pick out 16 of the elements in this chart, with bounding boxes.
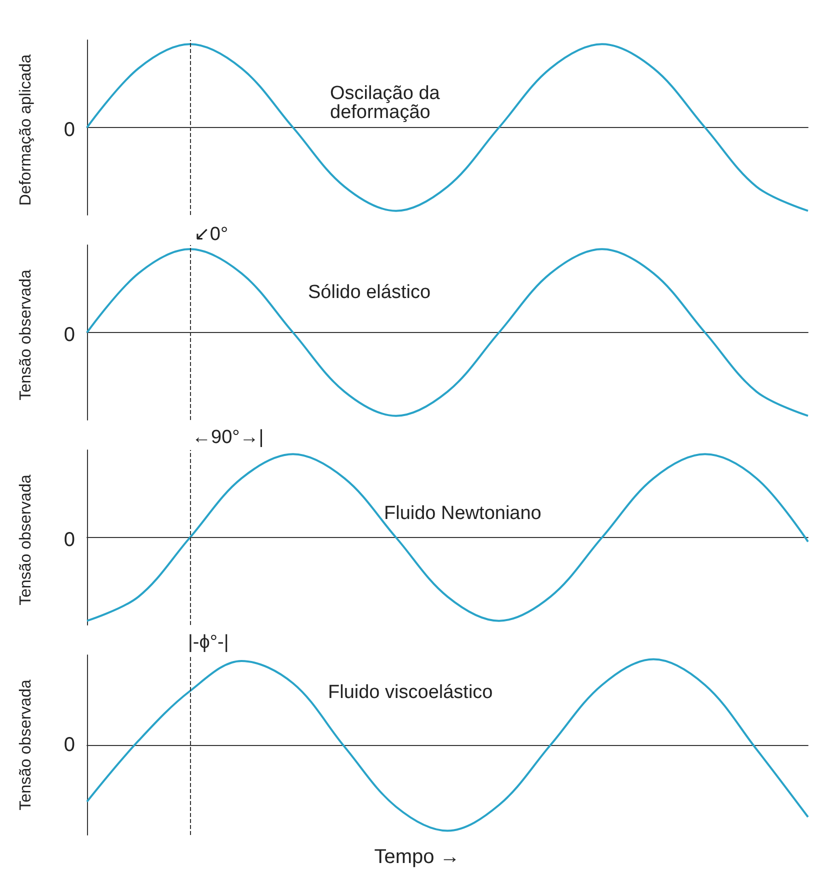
y-axis-title: Tensão observada <box>18 270 34 400</box>
text: ←90°→| <box>192 427 264 448</box>
annotation: Fluido viscoelástico <box>328 682 493 703</box>
text: |-ϕ°-| <box>188 632 229 653</box>
text: 0 <box>64 734 75 756</box>
text: 0 <box>64 324 75 346</box>
y-axis-title: Tensão observada <box>18 474 34 606</box>
annotation: Fluido Newtoniano <box>384 503 542 524</box>
annotation: Sólido elástico <box>308 282 431 303</box>
text: 0 <box>64 119 75 141</box>
y-axis-title: Tensão observada <box>18 680 34 810</box>
y-axis-title: Deformação aplicada <box>18 54 34 206</box>
x-axis-title: Tempo → <box>374 846 460 868</box>
text: 0 <box>64 529 75 551</box>
annotation: Oscilação da deformação <box>330 83 446 123</box>
text: ↙0° <box>194 224 228 245</box>
